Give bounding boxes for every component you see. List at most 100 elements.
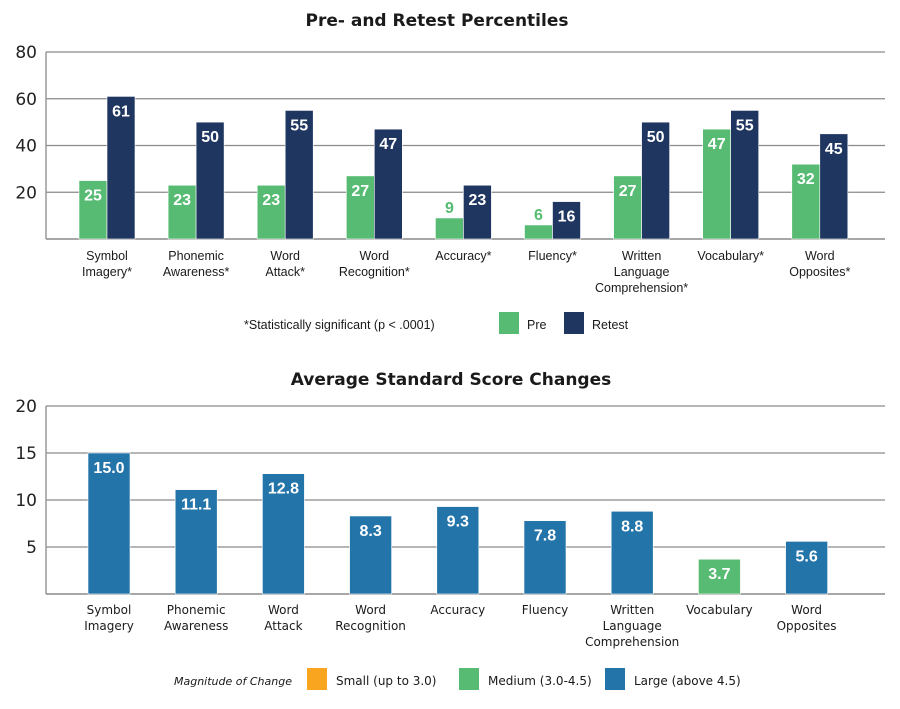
data-label: 55 — [290, 117, 308, 134]
x-tick-label: Awareness* — [163, 265, 230, 279]
legend-label-small: Small (up to 3.0) — [336, 674, 437, 688]
data-label: 23 — [262, 192, 280, 209]
bar-pre — [256, 184, 286, 240]
x-tick-label: Opposites — [777, 619, 837, 633]
data-label: 23 — [469, 192, 487, 209]
data-label: 27 — [619, 183, 637, 200]
y-axis: 5 10 15 20 — [15, 397, 37, 558]
x-tick-label: Accuracy* — [435, 249, 491, 263]
data-label: 55 — [736, 117, 754, 134]
x-tick-label: Symbol — [87, 603, 132, 617]
bar-pre — [702, 128, 732, 240]
x-tick-label: Imagery* — [82, 265, 132, 279]
x-tick-label: Word — [268, 603, 299, 617]
legend-label-pre: Pre — [527, 318, 547, 332]
x-axis: Symbol Imagery* Phonemic Awareness* Word Atta… — [82, 249, 851, 295]
data-label: 7.8 — [534, 528, 556, 545]
x-tick-label: Imagery — [84, 619, 134, 633]
x-tick-label: Accuracy — [430, 603, 485, 617]
x-tick-label: Language — [603, 619, 662, 633]
x-tick-label: Symbol — [86, 249, 128, 263]
bar-large — [349, 515, 392, 595]
x-tick-label: Written — [622, 249, 661, 263]
bar-pre — [345, 175, 375, 240]
bar-large — [785, 541, 828, 595]
score-changes-chart: Average Standard Score Changes 5 10 15 20 1… — [15, 370, 885, 690]
y-tick-label: 20 — [15, 183, 37, 203]
data-label: 50 — [647, 129, 665, 146]
legend: *Statistically significant (p < .0001) P… — [244, 312, 629, 334]
x-tick-label: Attack — [264, 619, 302, 633]
data-label: 3.7 — [708, 566, 730, 583]
bar-retest — [195, 121, 225, 240]
bar-pre — [435, 217, 464, 240]
x-tick-label: Word — [359, 249, 389, 263]
x-tick-label: Attack* — [265, 265, 305, 279]
bar-retest — [730, 110, 760, 240]
bar-large — [436, 506, 480, 595]
bar-pre — [78, 180, 108, 240]
data-label: 11.1 — [181, 497, 211, 514]
legend-swatch-pre — [499, 312, 519, 334]
x-tick-label: Awareness — [164, 619, 228, 633]
x-tick-label: Fluency — [522, 603, 569, 617]
y-tick-label: 40 — [15, 137, 37, 157]
percentiles-chart: Pre- and Retest Percentiles 20 40 60 80 25 6… — [15, 11, 885, 334]
data-label: 12.8 — [268, 481, 299, 498]
data-label: 6 — [534, 207, 543, 224]
x-tick-label: Phonemic — [167, 603, 226, 617]
data-label: 25 — [84, 188, 102, 205]
x-tick-label: Phonemic — [168, 249, 224, 263]
y-tick-label: 60 — [15, 90, 37, 110]
bar-retest — [552, 201, 581, 240]
x-tick-label: Word — [791, 603, 822, 617]
legend-swatch-large — [605, 668, 625, 690]
x-tick-label: Language — [614, 265, 670, 279]
data-label: 8.8 — [621, 518, 643, 535]
legend-label-medium: Medium (3.0-4.5) — [488, 674, 592, 688]
legend-label-retest: Retest — [592, 318, 629, 332]
x-axis: Symbol Imagery Phonemic Awareness Word Attack… — [84, 603, 836, 649]
legend-swatch-retest — [564, 312, 584, 334]
x-tick-label: Comprehension — [585, 635, 679, 649]
bar-large — [523, 520, 567, 595]
bars: 25 61 23 50 23 55 27 47 9 23 6 16 27 50 47 55 32 45 — [78, 96, 849, 240]
bar-large — [87, 452, 131, 595]
data-label: 15.0 — [93, 460, 124, 477]
bar-large — [610, 510, 654, 595]
data-label: 9 — [445, 200, 454, 217]
bar-pre — [613, 175, 642, 240]
x-tick-label: Written — [610, 603, 654, 617]
y-tick-label: 15 — [15, 444, 37, 464]
bars: 15.0 11.1 12.8 8.3 9.3 7.8 8.8 3.7 5.6 — [87, 452, 828, 595]
y-tick-label: 10 — [15, 491, 37, 511]
chart-title: Pre- and Retest Percentiles — [306, 11, 569, 31]
data-label: 9.3 — [447, 514, 469, 531]
bar-retest — [463, 184, 492, 240]
data-label: 47 — [379, 136, 397, 153]
data-label: 5.6 — [795, 548, 817, 565]
data-label: 47 — [708, 136, 726, 153]
x-tick-label: Word — [805, 249, 835, 263]
data-label: 61 — [112, 103, 130, 120]
data-label: 16 — [558, 209, 576, 226]
legend-title: Magnitude of Change — [174, 675, 292, 688]
x-tick-label: Fluency* — [528, 249, 577, 263]
legend-swatch-medium — [459, 668, 479, 690]
x-tick-label: Opposites* — [789, 265, 850, 279]
bar-retest — [373, 128, 403, 240]
data-label: 27 — [351, 183, 369, 200]
bar-retest — [106, 96, 136, 240]
x-tick-label: Recognition* — [339, 265, 410, 279]
bar-retest — [284, 110, 314, 240]
legend: Magnitude of Change Small (up to 3.0) Me… — [174, 668, 741, 690]
y-tick-label: 20 — [15, 397, 37, 417]
data-label: 8.3 — [359, 523, 381, 540]
legend-label-large: Large (above 4.5) — [634, 674, 741, 688]
footnote: *Statistically significant (p < .0001) — [244, 318, 435, 332]
data-label: 50 — [201, 129, 219, 146]
y-axis: 20 40 60 80 — [15, 43, 37, 203]
x-tick-label: Recognition — [335, 619, 406, 633]
x-tick-label: Word — [270, 249, 300, 263]
